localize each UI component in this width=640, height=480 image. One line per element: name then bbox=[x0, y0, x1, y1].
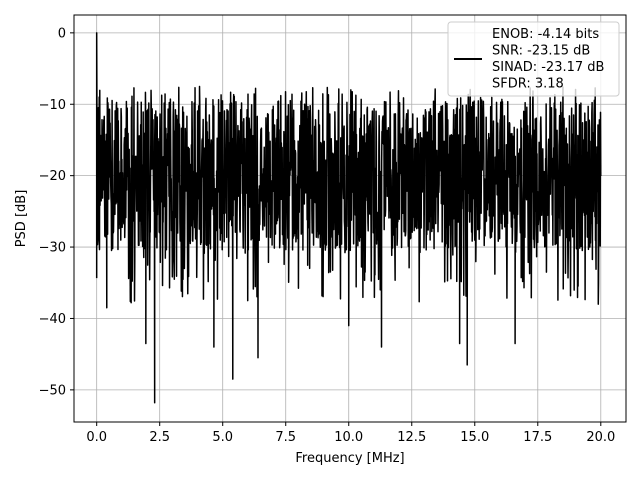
legend-box bbox=[447, 21, 620, 97]
x-tick-label: 20.0 bbox=[586, 430, 615, 445]
y-axis-ticks: 0 −10 −20 −30 −40 −50 bbox=[39, 26, 74, 398]
legend-sinad: SINAD: -23.17 dB bbox=[492, 60, 604, 75]
psd-series-line bbox=[95, 32, 602, 404]
x-tick-label: 17.5 bbox=[523, 430, 552, 445]
x-tick-label: 2.5 bbox=[149, 430, 170, 445]
plot-frame bbox=[73, 14, 627, 423]
y-tick-label: −30 bbox=[39, 241, 66, 256]
y-tick-label: −10 bbox=[39, 98, 66, 113]
x-axis-ticks: 0.0 2.5 5.0 7.5 10.0 12.5 15.0 17.5 20.0 bbox=[86, 422, 615, 445]
y-tick-label: −50 bbox=[39, 383, 66, 398]
x-tick-label: 15.0 bbox=[460, 430, 489, 445]
x-tick-label: 7.5 bbox=[275, 430, 296, 445]
y-tick-label: −20 bbox=[39, 169, 66, 184]
legend: ENOB: -4.14 bits SNR: -23.15 dB SINAD: -… bbox=[447, 21, 620, 97]
psd-trace bbox=[95, 32, 602, 404]
legend-enob: ENOB: -4.14 bits bbox=[492, 27, 599, 42]
x-tick-label: 12.5 bbox=[397, 430, 426, 445]
legend-sfdr: SFDR: 3.18 bbox=[492, 77, 564, 92]
x-tick-label: 10.0 bbox=[334, 430, 363, 445]
y-tick-label: −40 bbox=[39, 312, 66, 327]
y-axis-label: PSD [dB] bbox=[14, 190, 29, 248]
y-tick-label: 0 bbox=[58, 26, 66, 41]
legend-snr: SNR: -23.15 dB bbox=[492, 44, 590, 59]
x-tick-label: 5.0 bbox=[212, 430, 233, 445]
x-tick-label: 0.0 bbox=[86, 430, 107, 445]
x-axis-label: Frequency [MHz] bbox=[295, 451, 404, 466]
